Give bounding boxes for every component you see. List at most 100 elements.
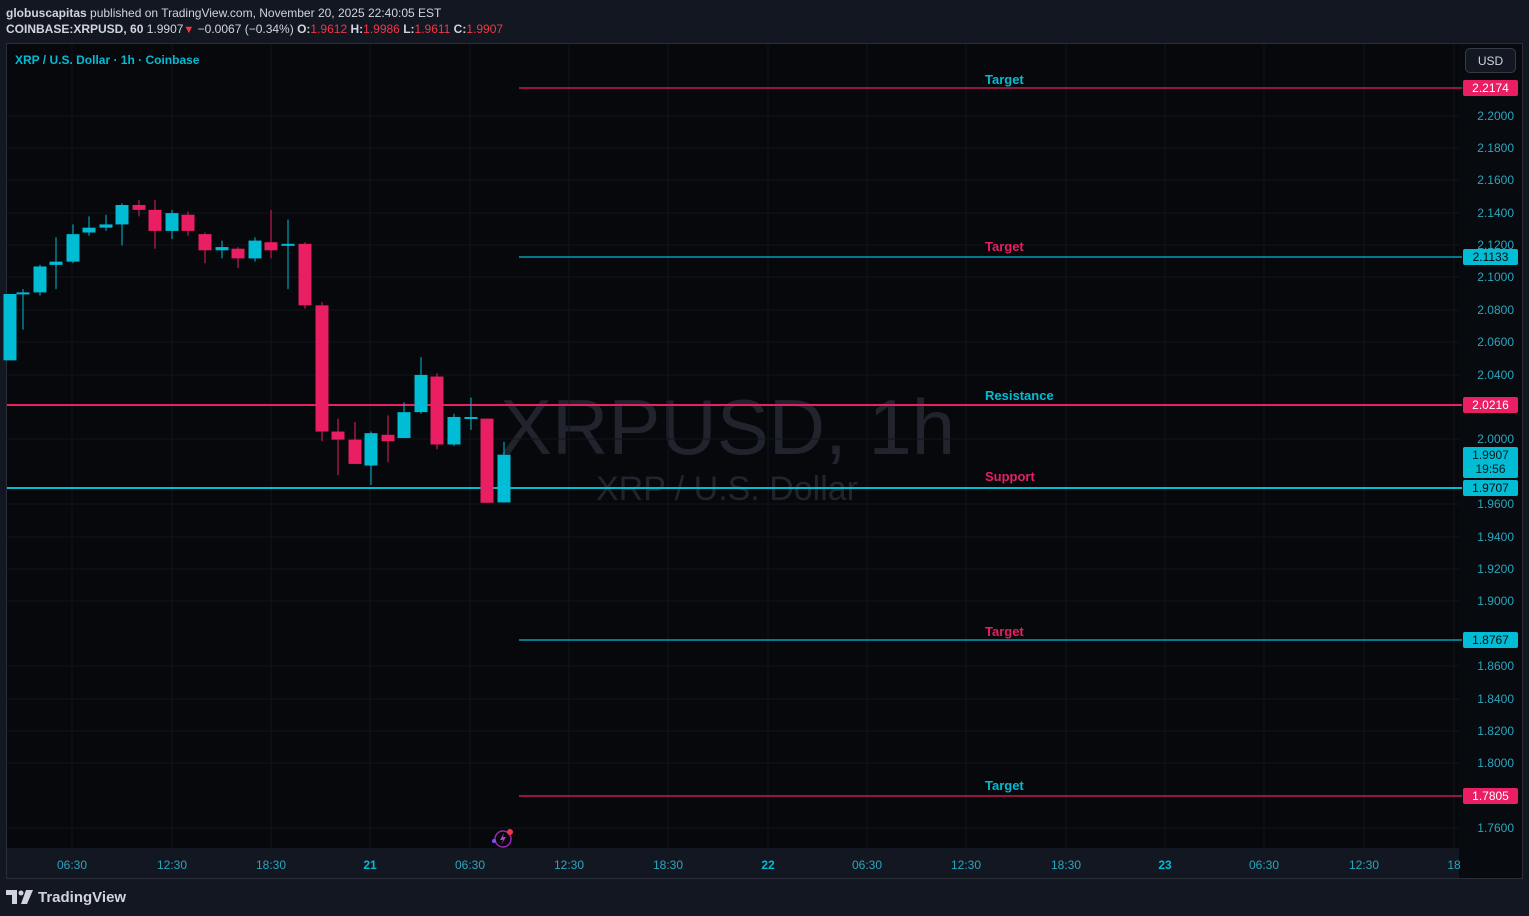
chart-pane[interactable]: XRPUSD, 1h XRP / U.S. Dollar (7, 44, 1459, 848)
currency-button[interactable]: USD (1465, 48, 1516, 73)
level-label-support: Support (985, 469, 1035, 484)
level-price-tag: 2.1133 (1463, 249, 1518, 265)
level-label-resistance: Resistance (985, 388, 1054, 403)
price-tick: 1.7600 (1477, 821, 1514, 835)
candle-down (231, 248, 245, 259)
symbol-info: COINBASE:XRPUSD, 60 1.9907▼ −0.0067 (−0.… (6, 22, 503, 37)
time-tick: 06:30 (851, 858, 883, 872)
high-value: 1.9986 (363, 22, 400, 36)
date-tick: 21 (363, 858, 377, 872)
time-tick: 12:30 (1348, 858, 1380, 872)
time-tick: 12:30 (950, 858, 982, 872)
candle-up (33, 266, 47, 293)
current-price-tag: 1.9907 19:56 (1463, 447, 1518, 478)
series-legend[interactable]: XRP / U.S. Dollar · 1h · Coinbase (15, 53, 200, 67)
candle-up (215, 247, 229, 251)
candle-up (49, 261, 63, 265)
last-price: 1.9907 (146, 22, 184, 36)
time-tick: 12:30 (553, 858, 585, 872)
candle-up (99, 224, 113, 228)
time-tick: 06:30 (1248, 858, 1280, 872)
price-axis[interactable]: 1.9907 19:56 2.2000 2.1800 2.1600 2.1400 2.1… (1459, 44, 1522, 878)
candle-down (480, 418, 494, 503)
candle-up (82, 227, 96, 233)
level-label-target: Target (985, 624, 1024, 639)
time-tick: 18 (1447, 858, 1461, 872)
price-tick: 1.9000 (1477, 594, 1514, 608)
down-triangle-icon: ▼ (183, 24, 195, 36)
price-tick: 2.1800 (1477, 141, 1514, 155)
price-tick: 2.2000 (1477, 109, 1514, 123)
time-tick: 12:30 (156, 858, 188, 872)
price-tick: 2.1200 (1477, 238, 1514, 252)
open-label: O: (297, 22, 311, 36)
price-tick: 2.1600 (1477, 173, 1514, 187)
candle-down (148, 209, 162, 231)
candle-up (464, 416, 478, 419)
price-tick: 1.9400 (1477, 530, 1514, 544)
low-label: L: (403, 22, 415, 36)
bar-countdown: 19:56 (1475, 462, 1506, 476)
level-label-target: Target (985, 778, 1024, 793)
tradingview-logo-icon (6, 890, 33, 904)
candle-up (165, 213, 179, 231)
close-label: C: (453, 22, 467, 36)
level-price-tag: 1.8767 (1463, 632, 1518, 648)
candle-down (198, 234, 212, 251)
level-price-tag: 1.9707 (1463, 480, 1518, 496)
high-label: H: (350, 22, 364, 36)
candle-down (181, 214, 195, 231)
candle-up (414, 374, 428, 413)
candle-up (16, 292, 30, 295)
assistant-icon[interactable] (488, 826, 516, 852)
time-tick: 18:30 (1050, 858, 1082, 872)
candle-up (66, 234, 80, 262)
price-tick: 1.8000 (1477, 756, 1514, 770)
candle-down (132, 205, 146, 210)
candle-up (447, 416, 461, 445)
price-change: −0.0067 (−0.34%) (197, 22, 294, 36)
candle-up (497, 454, 511, 503)
time-tick: 06:30 (56, 858, 88, 872)
price-tick: 2.0600 (1477, 335, 1514, 349)
candle-down (315, 305, 329, 432)
publish-info: globuscapitas published on TradingView.c… (6, 6, 441, 20)
level-label-target: Target (985, 72, 1024, 87)
candle-up (364, 433, 378, 466)
level-price-tag: 1.7805 (1463, 788, 1518, 804)
candle-up (248, 240, 262, 259)
candle-down (264, 242, 278, 251)
level-price-tag: 2.0216 (1463, 397, 1518, 413)
level-price-tag: 2.2174 (1463, 80, 1518, 96)
author-name[interactable]: globuscapitas (6, 6, 87, 20)
price-tick: 2.0400 (1477, 368, 1514, 382)
price-tick: 2.0800 (1477, 303, 1514, 317)
price-tick: 2.0000 (1477, 432, 1514, 446)
price-tick: 1.8200 (1477, 724, 1514, 738)
time-axis[interactable]: 06:30 12:30 18:30 21 06:30 12:30 18:30 22 06:30 1… (7, 848, 1461, 878)
date-tick: 23 (1158, 858, 1172, 872)
level-label-target: Target (985, 239, 1024, 254)
published-text: published on TradingView.com, November 2… (90, 6, 442, 20)
low-value: 1.9611 (414, 22, 451, 36)
time-tick: 18:30 (255, 858, 287, 872)
candle-down (298, 243, 312, 306)
tradingview-logo[interactable]: TradingView (6, 888, 126, 906)
price-tick: 1.8400 (1477, 692, 1514, 706)
date-tick: 22 (761, 858, 775, 872)
current-price: 1.9907 (1472, 448, 1509, 462)
price-tick: 2.1400 (1477, 206, 1514, 220)
candle-down (381, 434, 395, 442)
price-tick: 1.9200 (1477, 562, 1514, 576)
price-tick: 1.9600 (1477, 497, 1514, 511)
close-value: 1.9907 (466, 22, 504, 36)
symbol-watermark: XRPUSD, 1h (500, 383, 956, 471)
symbol-name: COINBASE:XRPUSD, 60 (6, 22, 144, 36)
price-tick: 1.8600 (1477, 659, 1514, 673)
candle-up (281, 243, 295, 246)
candle-down (430, 376, 444, 445)
time-tick: 18:30 (652, 858, 684, 872)
time-tick: 06:30 (454, 858, 486, 872)
brand-name: TradingView (38, 888, 127, 906)
